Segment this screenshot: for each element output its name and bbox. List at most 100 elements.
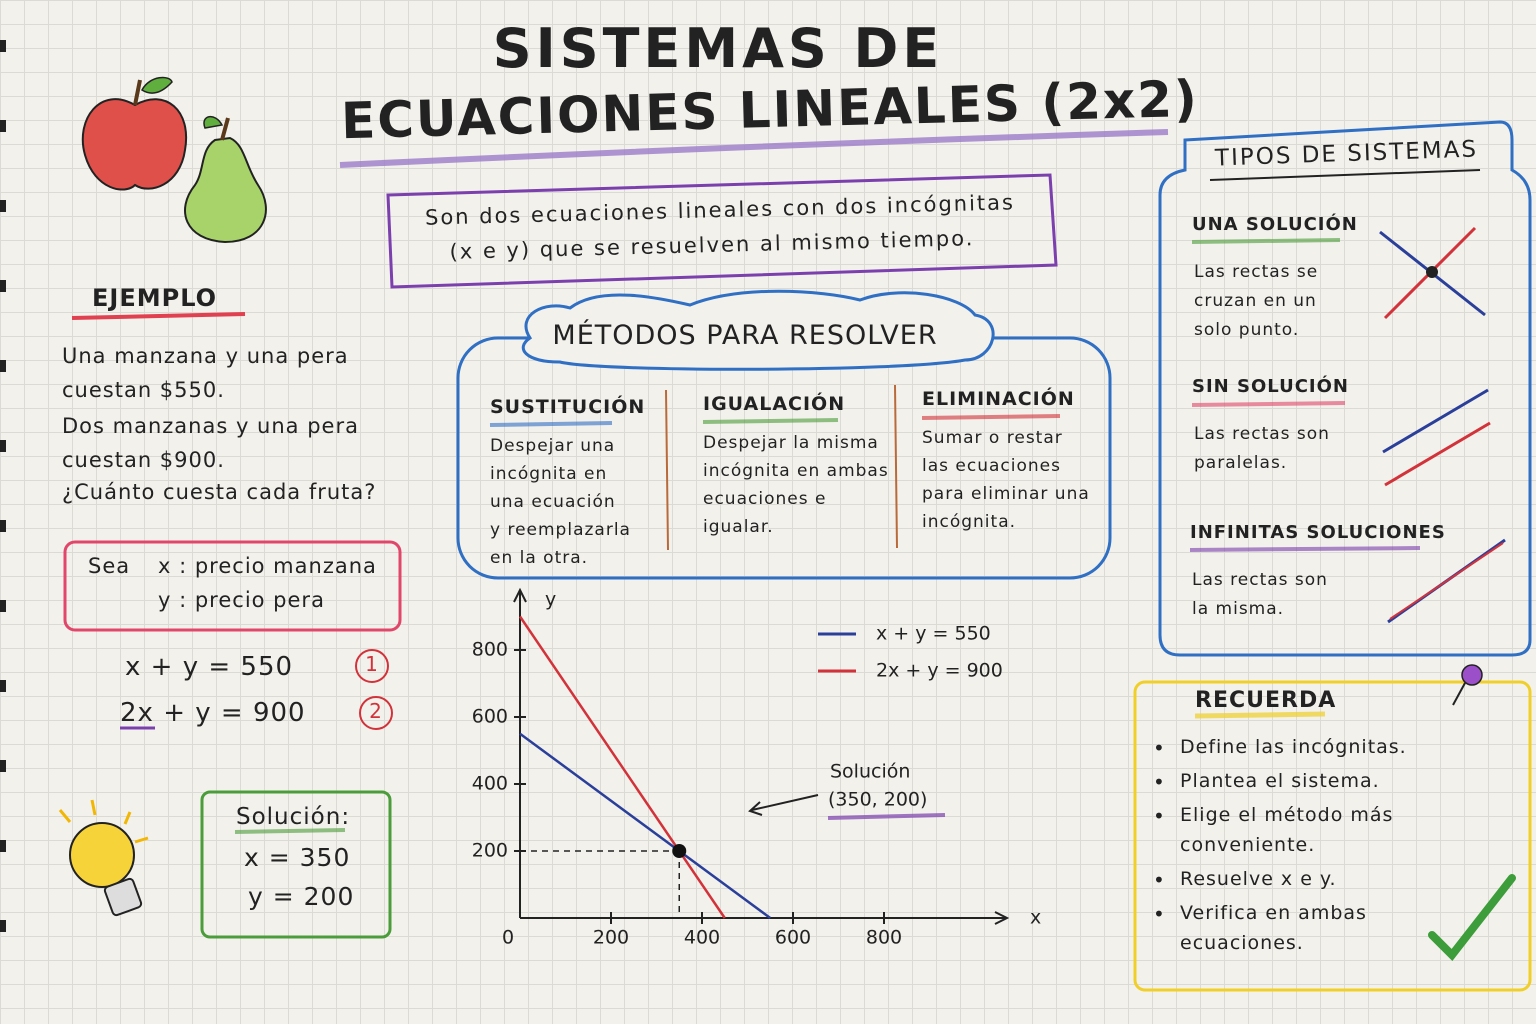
reminder-text: Define las incógnitas.	[1180, 736, 1407, 758]
type-text: la misma.	[1192, 599, 1285, 619]
method-name: ELIMINACIÓN	[922, 388, 1075, 410]
annotation: Solución	[830, 761, 910, 783]
variables-box	[63, 540, 402, 632]
method-text: incógnita.	[922, 512, 1017, 532]
reminder-text: Resuelve x e y.	[1180, 868, 1337, 890]
underline	[921, 414, 1061, 420]
reminder-text: Plantea el sistema.	[1180, 770, 1380, 792]
x-tick-label: 600	[775, 927, 811, 949]
method-text: Despejar la misma	[703, 433, 879, 453]
method-text: para eliminar una	[922, 484, 1090, 504]
tag-circle	[359, 696, 393, 730]
method-text: incógnita en	[490, 464, 608, 484]
heading-underline	[71, 312, 246, 320]
annotation: (350, 200)	[828, 789, 927, 811]
method-text: incógnita en ambas	[703, 461, 889, 481]
variables-text: x : precio manzana	[158, 554, 377, 578]
title-underline	[339, 129, 1169, 168]
problem-text: cuestan $900.	[62, 448, 225, 472]
x-axis-label: x	[1030, 907, 1041, 929]
bullet: •	[1153, 868, 1166, 892]
method-text: ecuaciones e	[703, 489, 827, 509]
x-tick-label: 800	[866, 927, 902, 949]
underline	[489, 421, 613, 427]
legend-label: 2x + y = 900	[876, 660, 1003, 682]
y-tick-label: 400	[472, 773, 508, 795]
solution-text: x = 350	[244, 843, 351, 872]
bullet: •	[1153, 804, 1166, 828]
type-text: solo punto.	[1194, 320, 1300, 340]
pushpin	[1452, 664, 1483, 706]
equation-tag: 2	[369, 699, 383, 723]
reminder-title: RECUERDA	[1195, 688, 1337, 713]
underline	[1209, 169, 1481, 181]
equation: x + y = 550	[125, 652, 294, 682]
x-tick-label: 200	[593, 927, 629, 949]
method-name: IGUALACIÓN	[703, 393, 846, 415]
method-text: una ecuación	[490, 492, 616, 512]
type-text: Las rectas se	[1194, 262, 1319, 282]
underline	[1194, 711, 1326, 719]
equation-tag: 1	[365, 652, 379, 676]
variables-text: y : precio pera	[158, 588, 325, 612]
type-name: UNA SOLUCIÓN	[1192, 214, 1358, 235]
underline	[1191, 238, 1341, 244]
method-text: Sumar o restar	[922, 428, 1063, 448]
reminder-text: ecuaciones.	[1180, 932, 1304, 954]
bullet: •	[1153, 736, 1166, 760]
method-text: las ecuaciones	[922, 456, 1061, 476]
method-text: igualar.	[703, 517, 774, 537]
method-name: SUSTITUCIÓN	[490, 396, 646, 418]
legend-label: x + y = 550	[876, 623, 991, 645]
y-tick-label: 800	[472, 639, 508, 661]
column-divider	[665, 384, 898, 551]
variables-text: Sea	[88, 554, 131, 578]
x-tick-label: 0	[502, 927, 514, 949]
binder-marks	[0, 40, 6, 932]
underline	[234, 828, 346, 834]
type-name: SIN SOLUCIÓN	[1192, 376, 1349, 397]
equation: 2x + y = 900	[120, 698, 306, 728]
types-box	[1158, 120, 1532, 657]
line	[518, 615, 726, 919]
annotation-arrow	[748, 794, 819, 816]
fruit-illustration	[81, 76, 267, 244]
reminder-box	[1133, 680, 1532, 992]
method-text: en la otra.	[490, 548, 589, 568]
type-text: paralelas.	[1194, 453, 1288, 473]
method-text: Despejar una	[490, 436, 616, 456]
line	[519, 732, 771, 920]
underline	[1191, 401, 1346, 407]
underline	[827, 813, 946, 820]
reminder-text: conveniente.	[1180, 834, 1316, 856]
y-tick-label: 600	[472, 706, 508, 728]
underline	[702, 418, 839, 424]
y-axis-label: y	[545, 589, 556, 611]
type-text: cruzan en un	[1194, 291, 1317, 311]
problem-text: cuestan $550.	[62, 378, 225, 402]
heading: EJEMPLO	[92, 284, 218, 312]
type-text: Las rectas son	[1192, 570, 1328, 590]
x-tick-label: 400	[684, 927, 720, 949]
bullet: •	[1153, 902, 1166, 926]
method-text: y reemplazarla	[490, 520, 631, 540]
reminder-text: Verifica en ambas	[1180, 902, 1367, 924]
solution-heading: Solución:	[236, 804, 351, 830]
intro-box	[386, 173, 1058, 289]
methods-cloud	[521, 289, 995, 371]
solution-box	[200, 790, 392, 939]
underline	[1189, 546, 1421, 552]
type-icons	[1379, 226, 1506, 624]
problem-text: Una manzana y una pera	[62, 344, 349, 368]
title: SISTEMAS DE	[492, 17, 944, 80]
tag-circle	[355, 649, 389, 683]
y-tick-label: 200	[472, 840, 508, 862]
problem-text: ¿Cuánto cuesta cada fruta?	[62, 480, 377, 504]
bullet: •	[1153, 770, 1166, 794]
methods-title: MÉTODOS PARA RESOLVER	[552, 320, 938, 351]
lightbulb	[58, 799, 149, 917]
reminder-text: Elige el método más	[1180, 804, 1394, 826]
type-name: INFINITAS SOLUCIONES	[1190, 522, 1446, 543]
